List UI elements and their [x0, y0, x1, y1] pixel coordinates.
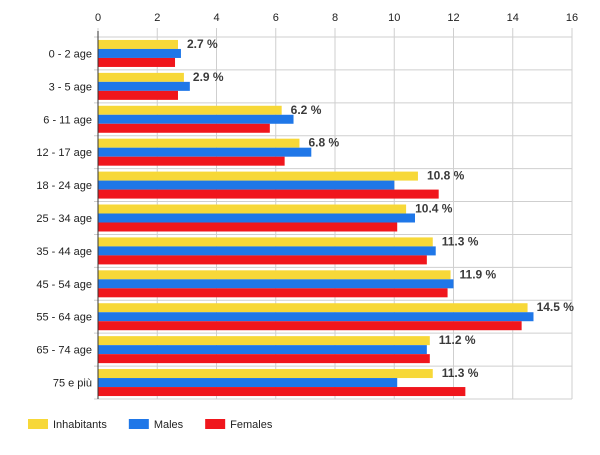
data-label: 11.3 %	[442, 234, 479, 248]
bar-females	[98, 354, 430, 364]
y-tick-label: 6 - 11 age	[43, 114, 92, 126]
data-label: 11.3 %	[442, 366, 479, 380]
y-tick-label: 12 - 17 age	[36, 147, 92, 159]
bar-inhabitants	[98, 171, 418, 181]
y-tick-label: 0 - 2 age	[49, 48, 92, 60]
bar-females	[98, 90, 178, 100]
data-label: 2.9 %	[193, 70, 224, 84]
data-label: 10.4 %	[415, 202, 453, 216]
bar-females	[98, 189, 439, 199]
y-tick-label: 75 e più	[53, 378, 92, 390]
x-tick-label: 2	[154, 12, 160, 24]
bar-females	[98, 387, 466, 397]
legend-swatch-females	[205, 419, 226, 429]
x-tick-label: 6	[273, 12, 279, 24]
bar-inhabitants	[98, 369, 433, 379]
data-label: 10.8 %	[427, 169, 465, 183]
data-label: 11.9 %	[460, 267, 497, 281]
data-label: 6.2 %	[291, 103, 322, 117]
y-tick-label: 3 - 5 age	[49, 81, 92, 93]
bar-males	[98, 213, 415, 223]
bar-females	[98, 57, 176, 67]
bar-males	[98, 81, 190, 91]
bar-males	[98, 312, 534, 322]
legend-label: Inhabitants	[53, 419, 107, 431]
bar-females	[98, 222, 398, 232]
x-tick-label: 0	[95, 12, 101, 24]
bar-females	[98, 156, 285, 166]
y-tick-label: 35 - 44 age	[36, 246, 92, 258]
data-label: 6.8 %	[308, 136, 339, 150]
bar-males	[98, 279, 454, 289]
legend-swatch-males	[128, 419, 149, 429]
bar-males	[98, 246, 436, 256]
legend-swatch-inhabitants	[28, 419, 48, 429]
y-tick-label: 65 - 74 age	[36, 345, 92, 357]
bar-inhabitants	[98, 336, 430, 346]
bar-inhabitants	[98, 105, 282, 115]
bar-inhabitants	[98, 204, 407, 214]
legend-label: Males	[154, 419, 184, 431]
bar-males	[98, 114, 294, 124]
y-tick-label: 45 - 54 age	[36, 279, 92, 291]
data-label: 2.7 %	[187, 37, 218, 51]
x-tick-label: 16	[566, 12, 578, 24]
bar-inhabitants	[98, 72, 184, 82]
bar-males	[98, 378, 398, 388]
bar-females	[98, 321, 522, 331]
y-tick-label: 18 - 24 age	[36, 180, 92, 192]
bar-inhabitants	[98, 39, 178, 49]
data-label: 11.2 %	[439, 333, 476, 347]
bar-males	[98, 345, 427, 355]
y-tick-label: 55 - 64 age	[36, 312, 92, 324]
bar-females	[98, 123, 270, 133]
bar-males	[98, 180, 395, 190]
x-tick-label: 4	[213, 12, 219, 24]
x-tick-label: 12	[447, 12, 459, 24]
x-tick-label: 8	[332, 12, 338, 24]
bar-inhabitants	[98, 237, 433, 247]
bar-males	[98, 48, 181, 58]
bar-females	[98, 255, 427, 265]
x-tick-label: 14	[507, 12, 519, 24]
bar-females	[98, 288, 448, 298]
bar-inhabitants	[98, 303, 528, 313]
legend-label: Females	[230, 419, 273, 431]
bar-inhabitants	[98, 138, 300, 148]
data-label: 14.5 %	[537, 300, 575, 314]
bar-inhabitants	[98, 270, 451, 280]
bar-males	[98, 147, 312, 157]
x-tick-label: 10	[388, 12, 400, 24]
y-tick-label: 25 - 34 age	[36, 213, 92, 225]
